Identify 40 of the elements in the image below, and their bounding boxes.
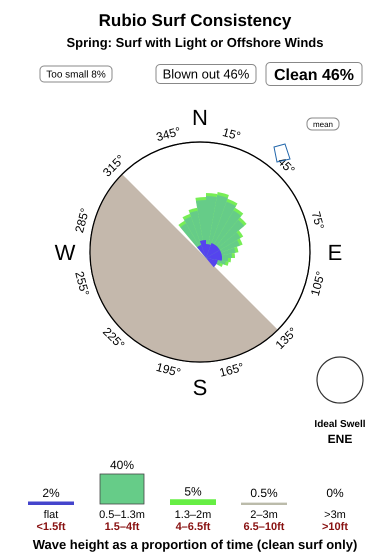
- text: ENE: [328, 432, 352, 446]
- text: 255°: [72, 270, 92, 298]
- text: 105°: [308, 270, 328, 298]
- text: >10ft: [322, 521, 348, 533]
- x-tick-label: >3m: [324, 509, 346, 521]
- text: N: [192, 105, 208, 130]
- text: 4–6.5ft: [176, 521, 211, 533]
- text: 285°: [72, 206, 92, 234]
- text: 15°: [220, 125, 242, 144]
- bar: [100, 474, 144, 504]
- text: 45°: [274, 154, 298, 178]
- text: 225°: [100, 324, 128, 352]
- x-axis-title: Wave height as a proportion of time (clean surf only): [32, 537, 358, 552]
- text: Clean 46%: [274, 66, 354, 84]
- data-label: 0%: [326, 486, 344, 500]
- x-tick-label: flat: [44, 509, 58, 521]
- text: 345°: [154, 124, 182, 144]
- x-tick-label: 0.5–1.3m: [99, 509, 145, 521]
- x-tick-label: 1.3–2m: [174, 509, 212, 521]
- text: Too small 8%: [46, 70, 106, 81]
- bar: [170, 499, 216, 505]
- text: 195°: [154, 360, 182, 380]
- text: mean: [312, 120, 334, 129]
- text: 6.5–10ft: [244, 521, 285, 533]
- data-label: 40%: [110, 458, 134, 472]
- data-label: 0.5%: [250, 486, 278, 500]
- data-label: 2%: [42, 486, 60, 500]
- text: Blown out 46%: [162, 66, 250, 82]
- text: Spring: Surf with Light or Offshore Winds: [66, 35, 324, 50]
- x-tick-label: 2–3m: [250, 509, 278, 521]
- text: Ideal Swell: [314, 419, 366, 430]
- data-label: 5%: [184, 484, 202, 498]
- text: 1.5–4ft: [104, 521, 140, 533]
- text: E: [328, 240, 342, 265]
- text: 75°: [308, 210, 328, 232]
- text: <1.5ft: [36, 521, 66, 533]
- text: 165°: [218, 360, 246, 380]
- text: Rubio Surf Consistency: [98, 11, 292, 30]
- text: S: [192, 375, 208, 400]
- text: W: [54, 240, 76, 265]
